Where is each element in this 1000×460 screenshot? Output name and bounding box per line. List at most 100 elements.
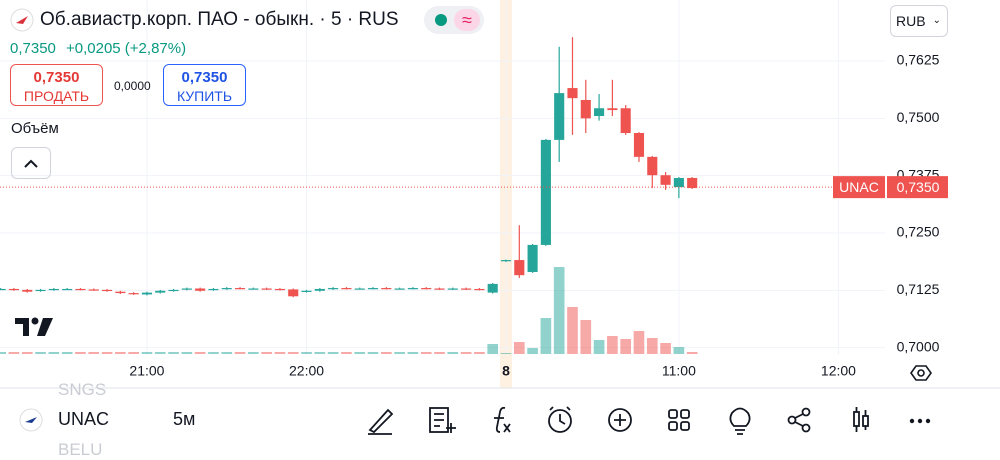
candle-body — [660, 175, 671, 185]
price-change: +0,0205 (+2,87%) — [66, 40, 187, 57]
chart-type-tool[interactable] — [853, 407, 869, 432]
sell-price: 0,7350 — [33, 69, 80, 86]
volume-bar — [633, 331, 645, 354]
volume-bar — [274, 352, 286, 354]
volume-bar — [8, 352, 20, 354]
volume-bar — [128, 352, 139, 354]
toolbar-symbol[interactable]: UNAC — [58, 409, 110, 429]
volume-bar — [341, 352, 352, 354]
candle-body — [447, 288, 458, 290]
symbol-logo — [10, 8, 34, 32]
alerts-tool[interactable] — [548, 406, 572, 433]
candle-body — [434, 288, 445, 290]
ideas-tool[interactable] — [729, 407, 751, 435]
volume-bar — [527, 348, 538, 354]
y-tick-label: 0,7500 — [897, 109, 940, 125]
candle-body — [381, 288, 392, 290]
next-symbol[interactable]: BELU — [58, 440, 103, 459]
candle-body — [75, 288, 86, 291]
currency: RUB — [896, 13, 926, 29]
candle-body — [354, 288, 365, 290]
volume-bar — [88, 352, 100, 354]
symbol-title[interactable]: Об.авиастр.корп. ПАО - обыкн. · 5 · RUS — [40, 9, 399, 30]
candle-body — [261, 288, 272, 290]
candle-body — [367, 288, 379, 290]
candle-body — [554, 93, 565, 140]
spread: 0,0000 — [114, 79, 151, 93]
prev-symbol[interactable]: SNGS — [58, 380, 107, 399]
y-tick-label: 0,7625 — [897, 52, 940, 68]
share-tool[interactable] — [787, 407, 811, 433]
volume-bar — [673, 347, 685, 354]
add-tool[interactable] — [608, 408, 632, 432]
notes-tool[interactable] — [429, 407, 456, 433]
candle-body — [181, 288, 192, 290]
candle-body — [141, 292, 152, 295]
candle-body — [248, 288, 259, 290]
candle-body — [221, 288, 232, 290]
price-line-label-box — [887, 176, 948, 199]
candle-body — [620, 108, 631, 134]
candle-body — [341, 288, 352, 290]
status-pill[interactable]: ≈ — [424, 6, 484, 34]
candle-body — [567, 88, 578, 99]
settings-button[interactable] — [910, 362, 932, 389]
layouts-tool[interactable] — [668, 409, 690, 431]
candle-body — [314, 288, 325, 291]
candle-body — [500, 260, 512, 262]
volume-bar — [434, 352, 445, 354]
toolbar-icons — [368, 406, 931, 435]
candle-body — [421, 288, 432, 290]
volume-bar — [474, 352, 485, 354]
candle-body — [474, 288, 485, 291]
volume-bar — [593, 340, 605, 354]
volume-bar — [248, 352, 259, 354]
volume-bar — [141, 352, 153, 354]
x-tick-label: 8 — [502, 363, 510, 379]
volume-bar — [646, 338, 658, 354]
volume-bar — [154, 352, 166, 354]
buy-price: 0,7350 — [181, 69, 228, 86]
volume-bar — [101, 352, 113, 354]
volume-bar — [287, 352, 299, 354]
y-tick-label: 0,7250 — [897, 224, 940, 240]
candle-body — [607, 108, 618, 111]
volume-bar — [660, 343, 671, 354]
candle-body — [208, 288, 219, 291]
x-tick-label: 22:00 — [289, 363, 324, 379]
currency-select[interactable]: RUB ⌄ — [890, 5, 948, 37]
toolbar-interval[interactable]: 5м — [173, 409, 196, 429]
candle-body — [62, 288, 73, 291]
volume-bar — [513, 342, 525, 354]
volume-bar — [447, 352, 459, 354]
candle-body — [234, 288, 246, 290]
candle-body — [88, 289, 99, 291]
volume-bar — [460, 352, 472, 354]
volume-bar — [367, 352, 379, 354]
candle-body — [115, 291, 126, 294]
volume-bar — [500, 353, 512, 354]
collapse-button[interactable] — [11, 147, 51, 179]
candle-body — [0, 288, 6, 291]
volume-bar — [686, 352, 698, 354]
tv-logo-icon — [15, 317, 53, 336]
candle-body — [514, 260, 525, 276]
x-tick-label: 11:00 — [662, 363, 696, 379]
candle-body — [301, 290, 312, 292]
candle-body — [101, 289, 113, 292]
sell-button[interactable]: 0,7350 ПРОДАТЬ — [10, 64, 103, 106]
volume-bar — [168, 352, 179, 354]
candle-body — [407, 288, 418, 290]
indicators-tool[interactable] — [494, 406, 511, 433]
y-tick-label: 0,7125 — [897, 281, 940, 297]
draw-tool[interactable] — [368, 408, 394, 435]
candle-body — [35, 289, 46, 292]
volume-bar — [607, 336, 618, 354]
more-tool[interactable] — [909, 418, 931, 424]
volume-bar — [194, 352, 206, 354]
chevron-up — [24, 159, 38, 168]
svg-text:≈: ≈ — [462, 10, 472, 30]
volume-bar — [580, 320, 592, 354]
buy-button[interactable]: 0,7350 КУПИТЬ — [163, 64, 246, 106]
